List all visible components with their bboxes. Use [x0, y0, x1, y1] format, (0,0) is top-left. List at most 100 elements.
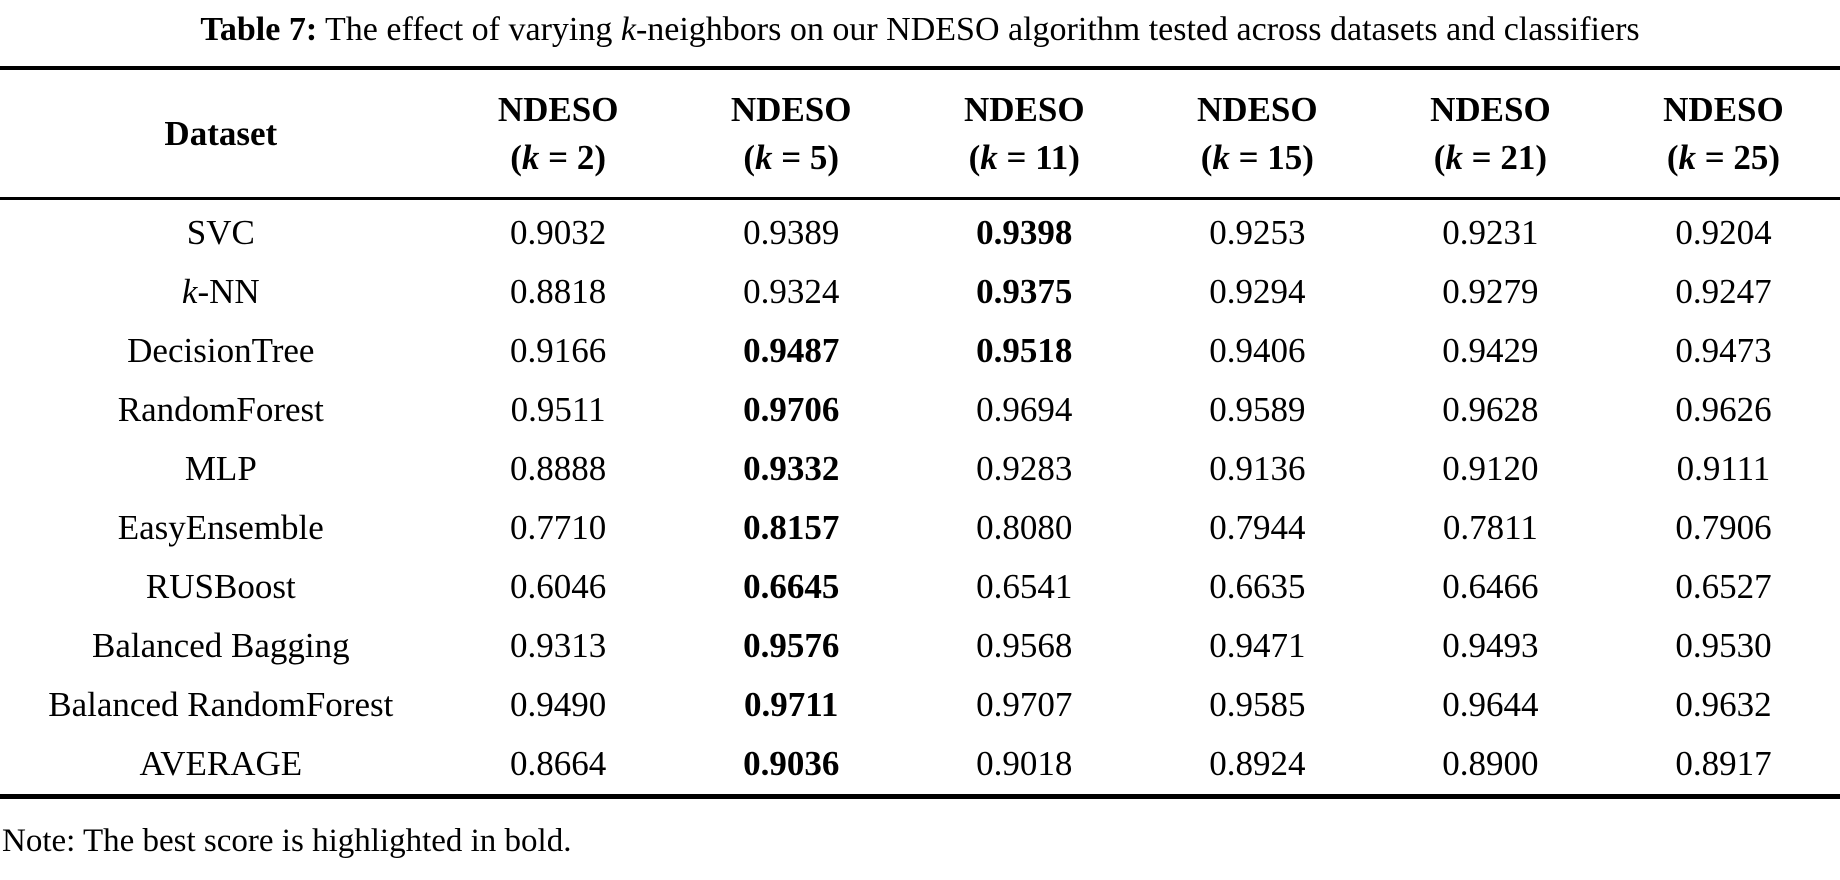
table-row: DecisionTree 0.9166 0.9487 0.9518 0.9406 0.94… — [0, 322, 1840, 381]
header-ndeso-column: NDESO (k = 15) — [1141, 68, 1374, 198]
value-cell: 0.9490 — [510, 685, 607, 725]
table-row: AVERAGE 0.8664 0.9036 0.9018 0.8924 0.8900 0.8… — [0, 735, 1840, 797]
caption-text-after-k: -neighbors on our NDESO algorithm tested… — [635, 11, 1640, 48]
value-cell: 0.9406 — [1209, 331, 1306, 371]
value-cell: 0.8900 — [1442, 744, 1539, 784]
table-note: Note: The best score is highlighted in b… — [0, 799, 1840, 860]
row-label: DecisionTree — [127, 331, 315, 371]
value-cell: 0.9628 — [1442, 390, 1539, 430]
value-cell: 0.9332 — [743, 449, 840, 489]
caption-k-italic: k — [620, 11, 636, 48]
value-cell: 0.6541 — [976, 567, 1073, 607]
value-cell: 0.9231 — [1442, 213, 1539, 253]
header-ndeso-column: NDESO (k = 25) — [1607, 68, 1840, 198]
value-cell: 0.9473 — [1675, 331, 1772, 371]
value-cell: 0.6466 — [1442, 567, 1539, 607]
header-k-value: (k = 25) — [1666, 138, 1781, 178]
table-row: RandomForest 0.9511 0.9706 0.9694 0.9589 0.96… — [0, 381, 1840, 440]
value-cell: 0.9511 — [510, 390, 606, 430]
value-cell: 0.9247 — [1675, 272, 1772, 312]
value-cell: 0.9706 — [743, 390, 840, 430]
header-ndeso-column: NDESO (k = 5) — [675, 68, 908, 198]
header-ndeso-column: NDESO (k = 11) — [908, 68, 1141, 198]
table-row: Balanced RandomForest 0.9490 0.9711 0.9707 0… — [0, 676, 1840, 735]
value-cell: 0.9530 — [1675, 626, 1772, 666]
header-row: Dataset NDESO (k = 2) NDESO (k = 5) NDESO (k … — [0, 68, 1840, 199]
row-label: AVERAGE — [139, 744, 303, 784]
table-caption-label: Table 7: — [200, 11, 318, 48]
header-dataset: Dataset — [164, 114, 278, 154]
row-label: SVC — [186, 213, 255, 253]
value-cell: 0.9493 — [1442, 626, 1539, 666]
value-cell: 0.6527 — [1675, 567, 1772, 607]
value-cell: 0.9032 — [510, 213, 607, 253]
value-cell: 0.9518 — [976, 331, 1073, 371]
value-cell: 0.9644 — [1442, 685, 1539, 725]
header-ndeso-title: NDESO — [963, 90, 1085, 130]
value-cell: 0.9429 — [1442, 331, 1539, 371]
value-cell: 0.9389 — [743, 213, 840, 253]
row-label: k-NN — [181, 272, 260, 312]
row-label: Balanced RandomForest — [48, 685, 394, 725]
value-cell: 0.9626 — [1675, 390, 1772, 430]
table-row: EasyEnsemble 0.7710 0.8157 0.8080 0.7944 0.78… — [0, 499, 1840, 558]
value-cell: 0.9632 — [1675, 685, 1772, 725]
value-cell: 0.9313 — [510, 626, 607, 666]
header-k-value: (k = 5) — [743, 138, 840, 178]
table-header: Dataset NDESO (k = 2) NDESO (k = 5) NDESO (k … — [0, 68, 1840, 199]
value-cell: 0.9283 — [976, 449, 1073, 489]
table-row: MLP 0.8888 0.9332 0.9283 0.9136 0.9120 0.9111 — [0, 440, 1840, 499]
value-cell: 0.9279 — [1442, 272, 1539, 312]
value-cell: 0.8917 — [1675, 744, 1772, 784]
table-row: SVC 0.9032 0.9389 0.9398 0.9253 0.9231 0.9204 — [0, 198, 1840, 263]
header-ndeso-column: NDESO (k = 2) — [442, 68, 675, 198]
value-cell: 0.9166 — [510, 331, 607, 371]
value-cell: 0.9589 — [1209, 390, 1306, 430]
value-cell: 0.9204 — [1675, 213, 1772, 253]
value-cell: 0.9324 — [743, 272, 840, 312]
row-label: RUSBoost — [145, 567, 296, 607]
header-ndeso-column: NDESO (k = 21) — [1374, 68, 1607, 198]
value-cell: 0.9036 — [743, 744, 840, 784]
header-k-value: (k = 21) — [1433, 138, 1548, 178]
value-cell: 0.8664 — [510, 744, 607, 784]
value-cell: 0.9018 — [976, 744, 1073, 784]
value-cell: 0.9120 — [1442, 449, 1539, 489]
value-cell: 0.9253 — [1209, 213, 1306, 253]
value-cell: 0.6635 — [1209, 567, 1306, 607]
row-label: Balanced Bagging — [92, 626, 350, 666]
value-cell: 0.7944 — [1209, 508, 1306, 548]
value-cell: 0.9375 — [976, 272, 1073, 312]
header-k-value: (k = 11) — [968, 138, 1080, 178]
value-cell: 0.7811 — [1442, 508, 1538, 548]
header-k-value: (k = 15) — [1200, 138, 1314, 178]
value-cell: 0.9471 — [1209, 626, 1306, 666]
header-ndeso-title: NDESO — [1197, 90, 1318, 130]
row-label: RandomForest — [117, 390, 324, 430]
value-cell: 0.9568 — [976, 626, 1073, 666]
value-cell: 0.8924 — [1209, 744, 1306, 784]
value-cell: 0.9576 — [743, 626, 840, 666]
header-k-value: (k = 2) — [510, 138, 607, 178]
value-cell: 0.7710 — [510, 508, 607, 548]
value-cell: 0.8080 — [976, 508, 1073, 548]
caption-text-before-k: The effect of varying — [317, 11, 621, 48]
header-ndeso-title: NDESO — [1663, 90, 1784, 130]
value-cell: 0.9136 — [1209, 449, 1306, 489]
value-cell: 0.9487 — [743, 331, 840, 371]
table-row: Balanced Bagging 0.9313 0.9576 0.9568 0.9471… — [0, 617, 1840, 676]
value-cell: 0.8157 — [743, 508, 840, 548]
value-cell: 0.9707 — [976, 685, 1073, 725]
value-cell: 0.8818 — [510, 272, 607, 312]
value-cell: 0.9694 — [976, 390, 1073, 430]
results-table: Dataset NDESO (k = 2) NDESO (k = 5) NDESO (k … — [0, 66, 1840, 799]
table-row: k-NN 0.8818 0.9324 0.9375 0.9294 0.9279 0.9247 — [0, 263, 1840, 322]
table-body: SVC 0.9032 0.9389 0.9398 0.9253 0.9231 0.9204 k… — [0, 198, 1840, 796]
value-cell: 0.9398 — [976, 213, 1073, 253]
table-note-text: Note: The best score is highlighted in b… — [2, 822, 572, 859]
value-cell: 0.9585 — [1209, 685, 1306, 725]
header-ndeso-title: NDESO — [1430, 90, 1551, 130]
row-label: EasyEnsemble — [117, 508, 324, 548]
value-cell: 0.6645 — [743, 567, 840, 607]
